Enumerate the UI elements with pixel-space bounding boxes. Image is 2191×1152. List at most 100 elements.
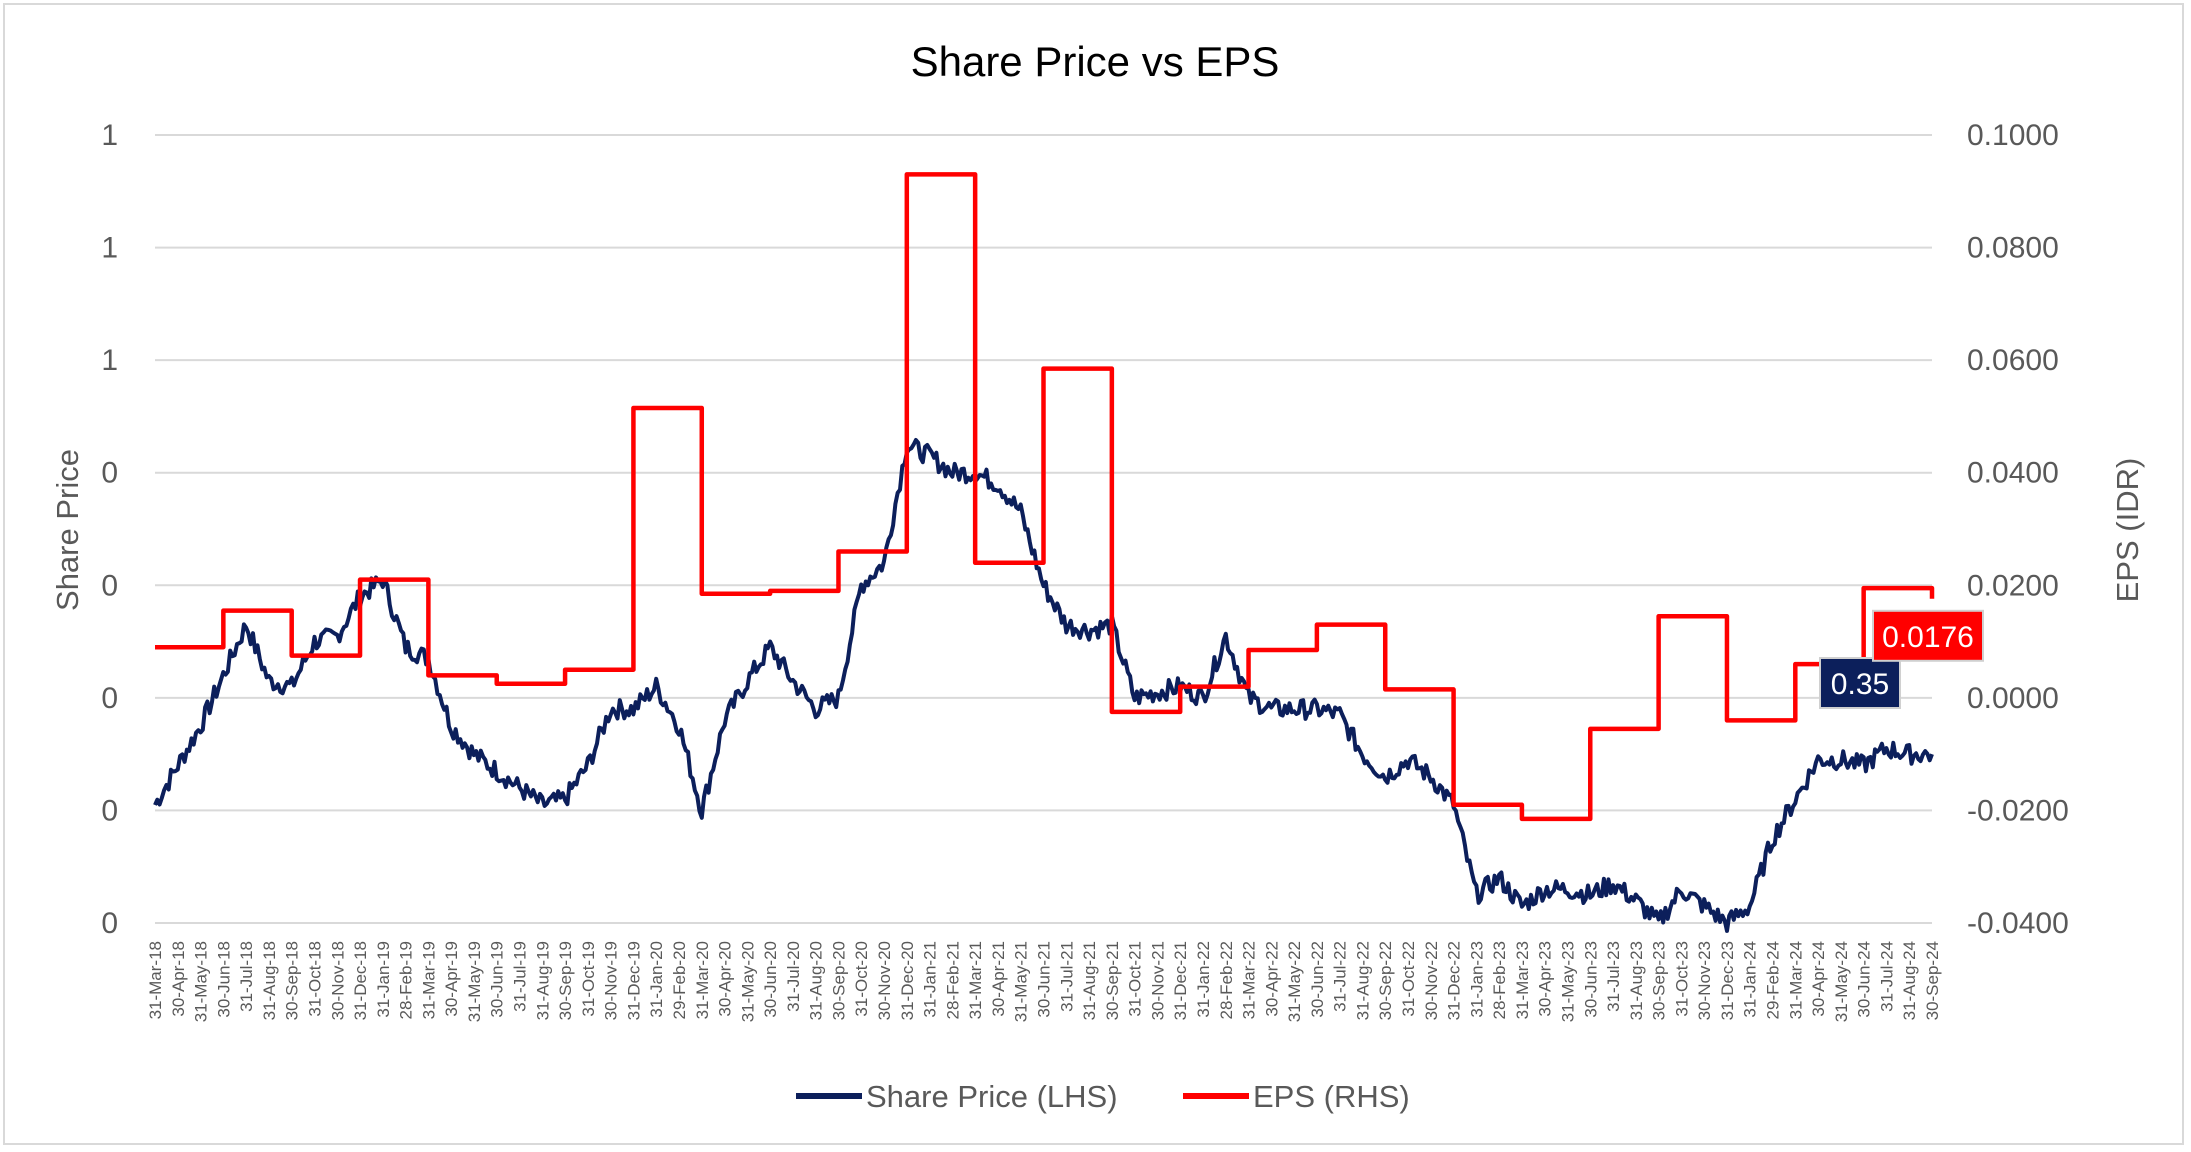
- x-tick-label: 31-Mar-23: [1513, 941, 1532, 1019]
- x-tick-label: 31-Jan-24: [1741, 941, 1760, 1018]
- left-axis-label: Share Price: [50, 449, 85, 611]
- x-tick-label: 30-Nov-21: [1148, 941, 1167, 1020]
- x-tick-label: 31-Jan-20: [647, 941, 666, 1018]
- x-tick-label: 31-Dec-19: [624, 941, 643, 1020]
- x-tick-label: 28-Feb-21: [943, 941, 962, 1019]
- x-tick-label: 31-Dec-18: [351, 941, 370, 1020]
- left-axis-ticks: 0 0 0 0 0 1 1 1: [101, 119, 118, 940]
- x-tick-label: 31-Dec-21: [1171, 941, 1190, 1020]
- left-tick-label: 0: [101, 457, 118, 490]
- x-tick-label: 31-Jul-20: [784, 941, 803, 1012]
- legend: Share Price (LHS) EPS (RHS): [796, 1079, 1410, 1114]
- x-tick-label: 31-Oct-23: [1672, 941, 1691, 1017]
- x-tick-label: 31-Aug-22: [1353, 941, 1372, 1020]
- x-tick-label: 31-Oct-19: [579, 941, 598, 1017]
- series-lines: [153, 172, 1935, 933]
- callout-value: 0.0176: [1882, 621, 1974, 654]
- chart-frame: [3, 3, 2184, 1145]
- x-tick-label: 30-Apr-20: [716, 941, 735, 1017]
- x-tick-label: 31-May-20: [738, 941, 757, 1022]
- x-tick-label: 31-Oct-21: [1126, 941, 1145, 1017]
- left-tick-label: 0: [101, 682, 118, 715]
- x-tick-label: 31-Mar-22: [1240, 941, 1259, 1019]
- x-tick-label: 29-Feb-24: [1764, 941, 1783, 1019]
- x-tick-label: 28-Feb-19: [397, 941, 416, 1019]
- x-tick-label: 31-Aug-20: [807, 941, 826, 1020]
- x-tick-label: 30-Apr-18: [169, 941, 188, 1017]
- x-tick-label: 30-Jun-24: [1855, 941, 1874, 1018]
- x-tick-label: 31-Mar-18: [146, 941, 165, 1019]
- right-axis-label: EPS (IDR): [2110, 458, 2145, 603]
- x-tick-label: 28-Feb-23: [1490, 941, 1509, 1019]
- x-tick-label: 30-Sep-22: [1376, 941, 1395, 1020]
- x-tick-label: 30-Apr-21: [989, 941, 1008, 1017]
- x-tick-label: 30-Apr-19: [442, 941, 461, 1017]
- x-tick-label: 30-Apr-24: [1809, 941, 1828, 1017]
- x-tick-label: 30-Nov-22: [1422, 941, 1441, 1020]
- callout-value: 0.35: [1831, 668, 1889, 701]
- x-tick-label: 31-Dec-22: [1445, 941, 1464, 1020]
- x-tick-label: 31-Mar-20: [693, 941, 712, 1019]
- eps-line: [155, 172, 1935, 822]
- x-tick-label: 30-Sep-24: [1923, 941, 1942, 1020]
- x-tick-label: 31-Jan-19: [374, 941, 393, 1018]
- x-tick-label: 31-Jul-19: [511, 941, 530, 1012]
- value-callouts: 0.35 0.0176: [1819, 609, 1984, 709]
- x-tick-label: 31-Dec-20: [898, 941, 917, 1020]
- x-tick-label: 31-Jan-23: [1467, 941, 1486, 1018]
- x-tick-label: 31-Aug-24: [1900, 941, 1919, 1020]
- x-tick-label: 31-Mar-21: [966, 941, 985, 1019]
- x-tick-label: 31-Aug-18: [260, 941, 279, 1020]
- x-tick-label: 31-Aug-23: [1627, 941, 1646, 1020]
- right-tick-label: 0.0000: [1967, 682, 2059, 715]
- x-tick-label: 31-May-23: [1558, 941, 1577, 1022]
- x-tick-label: 30-Jun-18: [214, 941, 233, 1018]
- right-tick-label: 0.0200: [1967, 569, 2059, 602]
- left-tick-label: 0: [101, 569, 118, 602]
- x-tick-label: 31-Aug-21: [1080, 941, 1099, 1020]
- x-tick-label: 31-Jul-21: [1057, 941, 1076, 1012]
- left-tick-label: 0: [101, 907, 118, 940]
- x-tick-label: 31-May-24: [1832, 941, 1851, 1022]
- x-tick-label: 31-Jul-22: [1331, 941, 1350, 1012]
- x-tick-label: 31-Jan-21: [921, 941, 940, 1018]
- x-tick-label: 31-May-21: [1012, 941, 1031, 1022]
- right-tick-label: -0.0400: [1967, 907, 2069, 940]
- right-tick-label: 0.1000: [1967, 119, 2059, 152]
- left-tick-label: 1: [101, 232, 118, 265]
- x-tick-label: 30-Jun-21: [1035, 941, 1054, 1018]
- x-tick-label: 30-Jun-20: [761, 941, 780, 1018]
- left-tick-label: 1: [101, 119, 118, 152]
- x-tick-label: 31-Oct-18: [305, 941, 324, 1017]
- x-tick-label: 31-Mar-19: [419, 941, 438, 1019]
- right-tick-label: 0.0800: [1967, 232, 2059, 265]
- x-tick-label: 31-May-22: [1285, 941, 1304, 1022]
- x-tick-label: 31-Oct-22: [1399, 941, 1418, 1017]
- x-tick-label: 31-Jul-24: [1877, 941, 1896, 1012]
- right-tick-label: 0.0600: [1967, 344, 2059, 377]
- x-tick-label: 30-Jun-22: [1308, 941, 1327, 1018]
- x-tick-label: 31-Jul-23: [1604, 941, 1623, 1012]
- x-tick-label: 29-Feb-20: [670, 941, 689, 1019]
- x-tick-label: 30-Jun-23: [1581, 941, 1600, 1018]
- x-tick-label: 30-Sep-18: [283, 941, 302, 1020]
- chart-title: Share Price vs EPS: [911, 38, 1280, 85]
- share-price-line: [153, 438, 1934, 933]
- x-tick-label: 31-Mar-24: [1786, 941, 1805, 1019]
- x-tick-label: 30-Apr-22: [1262, 941, 1281, 1017]
- x-tick-label: 30-Jun-19: [488, 941, 507, 1018]
- x-tick-label: 30-Apr-23: [1536, 941, 1555, 1017]
- x-tick-label: 31-Dec-23: [1718, 941, 1737, 1020]
- right-axis-ticks: -0.0400 -0.0200 0.0000 0.0200 0.0400 0.0600 0.…: [1967, 119, 2069, 940]
- left-tick-label: 1: [101, 344, 118, 377]
- x-tick-label: 30-Nov-18: [328, 941, 347, 1020]
- right-tick-label: 0.0400: [1967, 457, 2059, 490]
- callout-box: [1819, 657, 1901, 709]
- x-tick-label: 30-Nov-19: [602, 941, 621, 1020]
- legend-label-eps: EPS (RHS): [1253, 1079, 1410, 1114]
- x-tick-label: 30-Sep-19: [556, 941, 575, 1020]
- x-tick-label: 31-May-18: [192, 941, 211, 1022]
- x-tick-label: 30-Sep-23: [1650, 941, 1669, 1020]
- x-tick-label: 31-May-19: [465, 941, 484, 1022]
